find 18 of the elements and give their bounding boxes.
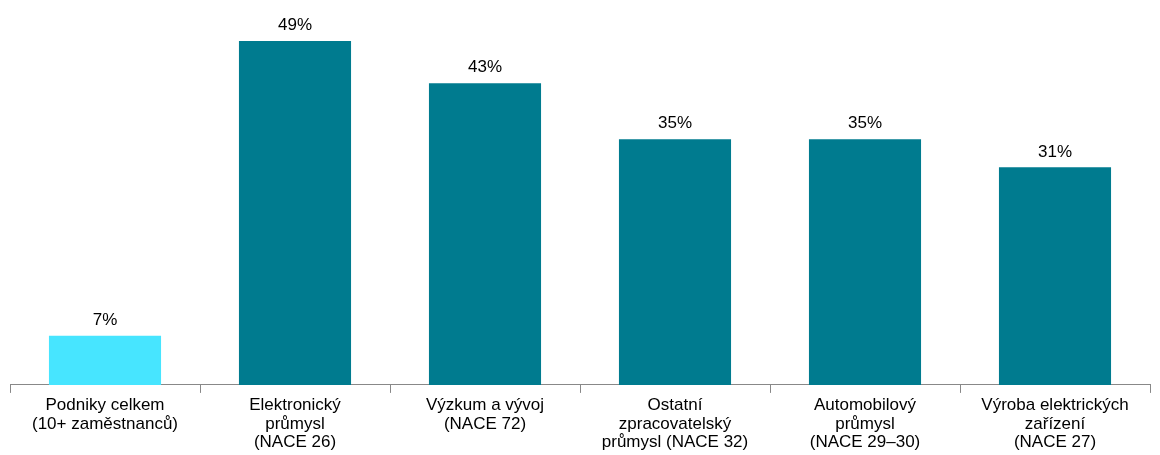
- data-label: 31%: [1037, 141, 1073, 161]
- bar: [998, 167, 1112, 385]
- data-label: 49%: [277, 15, 313, 35]
- data-label: 35%: [847, 113, 883, 133]
- x-tick-label: Automobilový průmysl (NACE 29–30): [809, 394, 921, 452]
- x-tick-label: Ostatní zpracovatelský průmysl (NACE 32): [601, 394, 749, 452]
- bar: [618, 139, 732, 385]
- x-tick-label: Elektronický průmysl (NACE 26): [249, 394, 342, 452]
- x-tick-label: Podniky celkem (10+ zaměstnanců): [32, 394, 178, 433]
- x-tick-label: Výroba elektrických zařízení (NACE 27): [981, 394, 1129, 452]
- data-label: 43%: [467, 57, 503, 77]
- bar: [808, 139, 922, 385]
- x-tick-label: Výzkum a vývoj (NACE 72): [425, 394, 545, 433]
- data-label: 35%: [657, 113, 693, 133]
- data-label: 7%: [92, 309, 118, 329]
- bar: [48, 335, 162, 385]
- bar: [428, 83, 542, 385]
- bar: [238, 41, 352, 385]
